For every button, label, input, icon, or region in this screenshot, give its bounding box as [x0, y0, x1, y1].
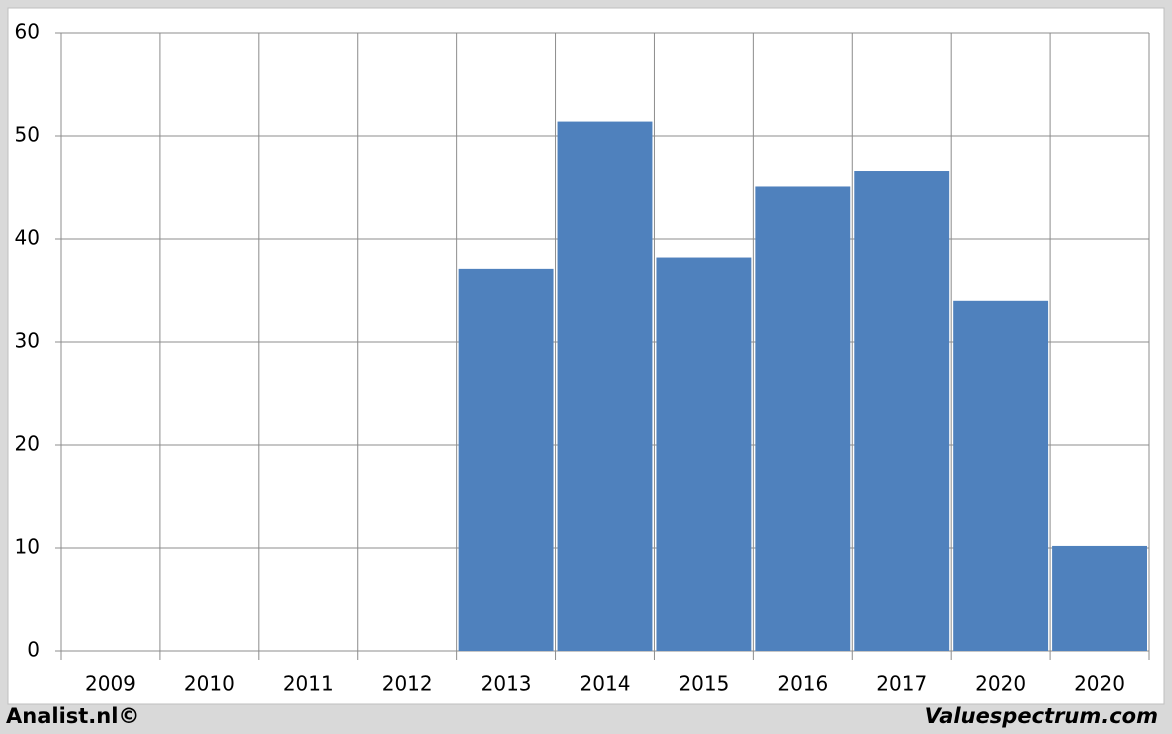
bar	[458, 268, 554, 651]
source-left: Analist.nl©	[6, 704, 139, 728]
bar	[656, 257, 752, 651]
y-tick-label: 0	[27, 638, 40, 662]
x-tick-label: 2017	[876, 672, 927, 696]
x-tick-label: 2020	[1074, 672, 1125, 696]
bar	[557, 121, 653, 651]
x-tick-label: 2014	[580, 672, 631, 696]
y-tick-label: 30	[15, 329, 40, 353]
bar	[953, 300, 1049, 651]
bar	[755, 186, 851, 651]
bar	[854, 171, 950, 651]
x-tick-label: 2011	[283, 672, 334, 696]
x-tick-label: 2012	[382, 672, 433, 696]
y-tick-label: 20	[15, 432, 40, 456]
x-tick-label: 2015	[678, 672, 729, 696]
x-tick-label: 2013	[481, 672, 532, 696]
y-tick-label: 50	[15, 123, 40, 147]
y-tick-label: 10	[15, 535, 40, 559]
x-tick-label: 2016	[777, 672, 828, 696]
x-tick-label: 2009	[85, 672, 136, 696]
bar	[1052, 545, 1147, 651]
x-tick-label: 2020	[975, 672, 1026, 696]
x-tick-label: 2010	[184, 672, 235, 696]
source-right: Valuespectrum.com	[925, 704, 1158, 728]
y-tick-label: 60	[15, 20, 40, 44]
y-tick-label: 40	[15, 226, 40, 250]
